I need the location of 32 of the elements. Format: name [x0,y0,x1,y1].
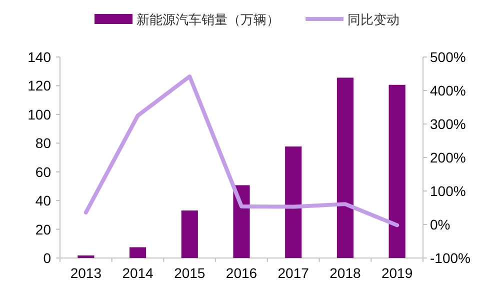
x-tick-label: 2017 [278,265,310,281]
legend-label: 同比变动 [348,12,400,27]
y2-tick-label: -100% [430,250,470,266]
y2-tick-label: 0% [430,216,450,232]
y2-tick-label: 300% [430,116,466,132]
legend-label: 新能源汽车销量（万辆） [136,12,280,27]
y-tick-label: 0 [43,250,52,266]
y2-tick-label: 400% [430,82,466,98]
y-tick-label: 140 [28,49,52,65]
y-tick-label: 120 [28,78,52,94]
x-tick-label: 2019 [381,265,413,281]
y-tick-label: 20 [35,221,52,238]
x-tick-label: 2015 [174,265,206,281]
line-series [84,74,400,228]
bar [285,146,302,258]
y-tick-label: 40 [35,192,52,209]
y2-tick-label: 500% [430,49,466,65]
bar [181,210,198,258]
x-tick-label: 2014 [122,265,154,281]
x-tick-label: 2016 [226,265,258,281]
y-tick-label: 80 [35,135,52,152]
x-tick-label: 2018 [330,265,361,281]
x-tick-label: 2013 [70,265,102,281]
y2-tick-label: 100% [430,183,466,199]
y-tick-label: 60 [35,164,52,180]
bar [233,185,250,258]
bar [129,247,146,258]
y2-tick-label: 200% [430,150,466,166]
bar [78,255,94,258]
bar [388,84,406,258]
y-tick-label: 100 [28,106,52,122]
bar [336,78,354,258]
